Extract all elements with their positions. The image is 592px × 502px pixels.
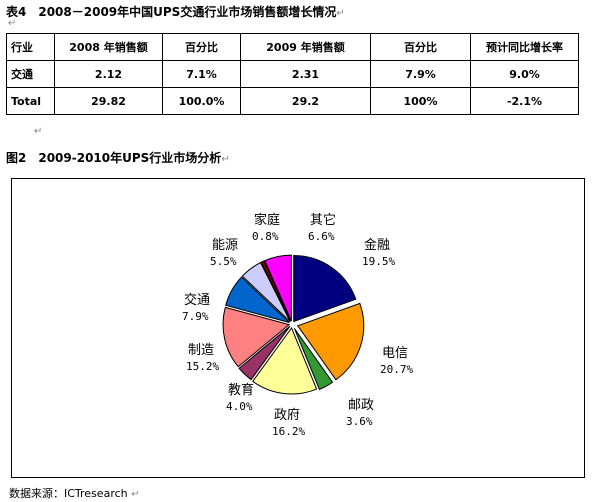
slice-percent-label: 16.2% (272, 425, 305, 438)
slice-percent-label: 19.5% (362, 255, 395, 268)
slice-name-label: 电信 (382, 346, 408, 361)
slice-name-label: 金融 (364, 237, 390, 253)
table-cell: 2.12 (54, 60, 163, 88)
data-source: 数据来源：ICTresearch ↵ (9, 487, 140, 500)
slice-name-label: 能源 (212, 238, 238, 253)
pie-chart: 金融 19.5% 电信 20.7% 邮政 3.6% 政府 16.2% 教育 4.0% 制造 15.2%… (182, 212, 413, 438)
slice-percent-label: 6.6% (308, 230, 335, 243)
pie-chart-frame: 金融 19.5% 电信 20.7% 邮政 3.6% 政府 16.2% 教育 4.0% 制造 15.2%… (11, 178, 585, 478)
table-cell: 29.2 (240, 87, 371, 115)
sales-table: 行业 2008 年销售额 百分比 2009 年销售额 百分比 预计同比增长率 交… (6, 33, 579, 115)
pie-slice-9 (264, 254, 292, 322)
table-cell: 100% (370, 87, 471, 115)
table-cell: 交通 (6, 60, 55, 88)
slice-name-label: 交通 (184, 292, 210, 308)
header-cell: 行业 (6, 33, 55, 61)
slice-name-label: 家庭 (254, 212, 280, 228)
slice-percent-label: 3.6% (346, 415, 373, 428)
header-cell: 百分比 (162, 33, 241, 61)
header-cell: 百分比 (370, 33, 471, 61)
table-cell: 7.1% (162, 60, 241, 88)
table-header-row: 行业 2008 年销售额 百分比 2009 年销售额 百分比 预计同比增长率 (6, 33, 579, 61)
table-row: 交通 2.12 7.1% 2.31 7.9% 9.0% (6, 60, 579, 88)
slice-percent-label: 4.0% (226, 400, 253, 413)
pie-slice-5 (222, 306, 291, 368)
header-cell: 2008 年销售额 (54, 33, 163, 61)
pie-slice-7 (241, 261, 291, 322)
table-cell: 2.31 (240, 60, 371, 88)
table-cell: Total (6, 87, 55, 115)
table-caption: 表4 2008－2009年中国UPS交通行业市场销售额增长情况↵ (6, 5, 345, 19)
slice-percent-label: 5.5% (210, 255, 237, 268)
slice-name-label: 制造 (188, 343, 214, 358)
slice-name-label: 其它 (310, 212, 336, 228)
figure-caption: 图2 2009-2010年UPS行业市场分析↵ (6, 151, 230, 165)
table-cell: 7.9% (370, 60, 471, 88)
table-cell: 9.0% (470, 60, 579, 88)
slice-percent-label: 7.9% (182, 310, 209, 323)
slice-percent-label: 0.8% (252, 230, 279, 243)
slice-percent-label: 15.2% (186, 360, 219, 373)
header-cell: 2009 年销售额 (240, 33, 371, 61)
table-row: Total 29.82 100.0% 29.2 100% -2.1% (6, 87, 579, 115)
pie-slice-1 (296, 302, 365, 381)
paragraph-mark: ↵ (34, 126, 43, 137)
slice-name-label: 邮政 (348, 398, 374, 413)
header-cell: 预计同比增长率 (470, 33, 579, 61)
slice-percent-label: 20.7% (380, 363, 413, 376)
paragraph-mark: ↵ (8, 18, 17, 29)
slice-name-label: 教育 (228, 382, 254, 398)
pie-slice-3 (252, 326, 318, 395)
pie-slice-6 (225, 276, 290, 324)
table-cell: -2.1% (470, 87, 579, 115)
pie-slice-8 (260, 260, 292, 322)
table-cell: 29.82 (54, 87, 163, 115)
pie-slice-0 (293, 255, 357, 323)
table-cell: 100.0% (162, 87, 241, 115)
pie-slice-4 (238, 325, 291, 381)
slice-name-label: 政府 (274, 408, 300, 423)
pie-slice-2 (293, 328, 334, 391)
